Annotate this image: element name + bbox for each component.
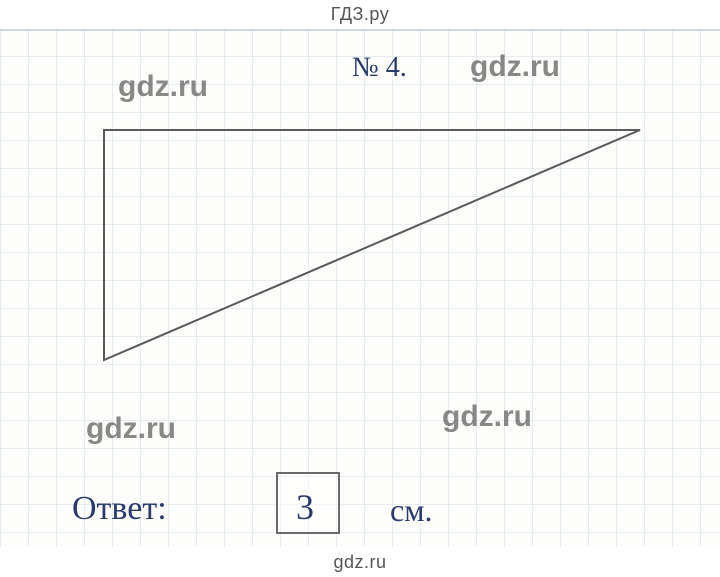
- watermark: gdz.ru: [470, 50, 560, 84]
- site-footer-label: gdz.ru: [333, 552, 386, 573]
- answer-value: 3: [296, 486, 314, 528]
- watermark: gdz.ru: [86, 412, 176, 446]
- watermark: gdz.ru: [118, 70, 208, 104]
- answer-label: Ответ:: [72, 490, 167, 528]
- watermark: gdz.ru: [442, 400, 532, 434]
- problem-number: № 4.: [352, 52, 407, 84]
- site-header-label: ГДЗ.ру: [331, 4, 389, 25]
- answer-unit: см.: [390, 492, 432, 529]
